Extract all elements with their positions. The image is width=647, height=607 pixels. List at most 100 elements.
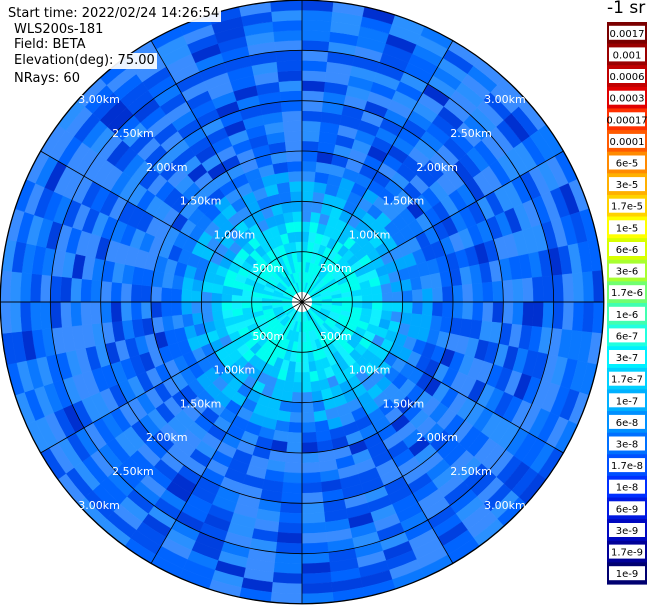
data-cell [391,301,403,313]
colorbar-label-bg [609,177,645,192]
data-cell [502,279,514,303]
data-cell [180,289,193,303]
colorbar-label: 1e-7 [616,396,639,407]
data-cell [542,275,554,303]
data-cell [211,310,224,322]
data-cells [0,0,605,605]
data-cell [572,301,585,332]
data-cell [301,50,329,62]
colorbar-label: 0.0003 [610,94,645,105]
data-cell [532,276,544,303]
colorbar-label: 3e-6 [616,267,639,278]
data-cell [277,522,303,534]
data-cell [50,275,62,303]
data-cell [301,130,321,143]
data-cell [301,19,332,32]
data-cell [120,282,133,303]
data-cell [391,291,403,303]
colorbar-label: 6e-7 [616,331,639,342]
data-cell [492,280,504,303]
data-cell [301,522,327,534]
azimuth-spoke [301,150,564,303]
colorbar-label-bg [609,458,645,473]
data-cell [301,201,313,213]
data-cell [431,287,444,303]
data-cell [19,272,32,303]
data-cell [301,70,327,82]
data-cell [381,301,393,312]
range-ring-label: 500m [252,262,284,275]
data-cell [271,582,303,595]
colorbar-label: 6e-6 [616,245,639,256]
data-cell [276,410,291,423]
data-cell [191,290,203,303]
data-cell [293,371,303,383]
range-ring-label: 3.00km [484,499,526,512]
colorbar-label: 0.00017 [606,115,647,126]
data-cell [390,280,403,293]
data-cell [289,411,303,424]
colorbar-label-bg [609,350,645,364]
colorbar-label: 1e-6 [616,310,639,321]
colorbar-label: 1.7e-9 [611,548,643,559]
data-cell [301,512,326,524]
data-cell [9,301,22,333]
data-cell [380,282,393,294]
range-ring-label: 1.00km [214,364,256,377]
data-cell [301,351,309,363]
data-cell [301,421,316,434]
data-cell [411,289,424,303]
data-cell [273,562,303,575]
data-cell [272,19,303,32]
data-cell [411,301,424,315]
data-cell [281,110,303,123]
colorbar-label-bg [609,306,645,321]
data-cell [150,286,163,303]
data-cell [301,150,318,163]
data-cell [410,276,423,291]
colorbar-label-bg [609,393,645,408]
data-cell [231,301,243,310]
azimuth-spoke [301,301,454,564]
range-ring-label: 2.50km [112,465,154,478]
colorbar-label-bg [609,328,645,343]
colorbar-label-bg [609,69,645,83]
data-cell [283,461,303,474]
colorbar-label-bg [609,371,645,386]
data-cell [273,29,303,42]
data-cell [294,361,303,373]
data-cell [80,278,92,303]
colorbar-label: 3e-8 [616,440,639,451]
range-ring-label: 500m [252,330,284,343]
data-cell [29,301,42,331]
start-time-label: Start time: 2022/02/24 14:26:54 [6,6,222,22]
colorbar-label-bg [609,47,645,62]
azimuth-spoke [150,301,303,564]
data-cell [272,572,303,585]
data-cell [50,301,62,329]
data-cell [221,301,233,311]
colorbar-label-bg [609,436,645,451]
data-cell [301,80,326,92]
colorbar-label-bg [609,25,645,40]
data-cell [512,278,524,303]
data-cell [288,170,303,183]
colorbar-label: 0.0001 [610,137,645,148]
data-cell [451,301,464,320]
azimuth-spoke [301,301,564,454]
data-cell [160,287,173,303]
azimuth-spoke [301,40,454,303]
colorbar-label: 6e-8 [616,418,639,429]
data-cell [301,401,314,413]
colorbar-label-bg [609,544,645,559]
data-cell [301,471,322,484]
data-cell [293,221,303,233]
colorbar-label: 6e-5 [616,159,639,170]
colorbar-label: 1.7e-8 [611,461,643,472]
data-cell [276,60,303,72]
range-ring-label: 2.00km [146,161,188,174]
data-cell [170,288,183,303]
data-cell [582,271,595,303]
colorbar-label-bg [609,523,645,537]
data-cell [301,391,313,403]
